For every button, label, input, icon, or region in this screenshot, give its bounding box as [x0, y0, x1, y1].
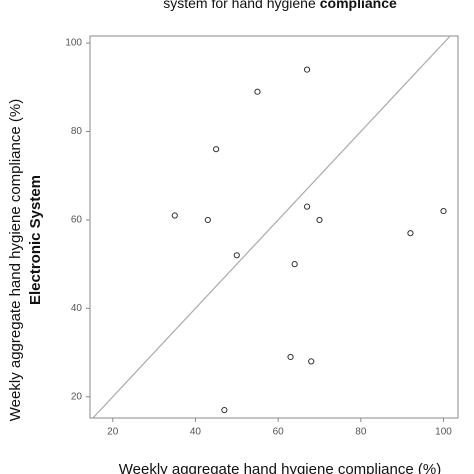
x-tick-label: 40 [190, 427, 202, 438]
point [213, 146, 220, 153]
point [407, 230, 414, 237]
point [171, 212, 178, 219]
plot-frame [89, 35, 459, 419]
point [254, 88, 261, 95]
point [440, 207, 447, 215]
point [291, 261, 298, 268]
point [316, 216, 323, 224]
x-axis-label: Weekly aggregate hand hygiene compliance… [119, 461, 441, 474]
x-tick-label: 60 [273, 427, 285, 438]
x-tick-label: 20 [107, 427, 119, 438]
y-tick-label: 100 [65, 38, 82, 49]
point [308, 358, 315, 365]
x-tick-label: 80 [355, 427, 367, 438]
point [221, 406, 228, 414]
chart-title: system for hand hygiene compliance [163, 0, 397, 11]
y-tick-label: 40 [71, 303, 83, 314]
title-part: system for hand hygiene [163, 0, 316, 11]
reference-line [92, 35, 451, 419]
point [233, 252, 240, 259]
point [204, 216, 211, 224]
y-tick-label: 20 [71, 391, 83, 402]
x-tick-label: 100 [435, 427, 452, 438]
y-axis-label: Weekly aggregate hand hygiene compliance… [7, 99, 24, 421]
point [303, 66, 311, 73]
point [287, 353, 294, 361]
y-axis-label-bold: Electronic System [27, 175, 44, 305]
y-tick-label: 60 [71, 215, 83, 226]
y-tick-label: 80 [71, 126, 83, 137]
title-bold-part: compliance [320, 0, 397, 11]
point [303, 203, 311, 210]
